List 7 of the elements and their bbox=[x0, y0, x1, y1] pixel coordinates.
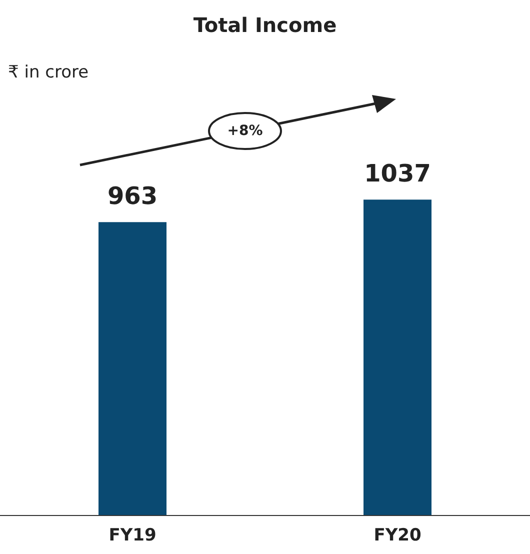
chart-subtitle: ₹ in crore bbox=[8, 62, 89, 82]
x-tick-label: FY19 bbox=[108, 526, 156, 546]
text: +8% bbox=[227, 123, 263, 139]
data-label: 1037 bbox=[364, 160, 431, 188]
x-tick-label: FY20 bbox=[374, 526, 422, 546]
data-label: 963 bbox=[107, 182, 158, 210]
chart-title: Total Income bbox=[193, 13, 337, 37]
